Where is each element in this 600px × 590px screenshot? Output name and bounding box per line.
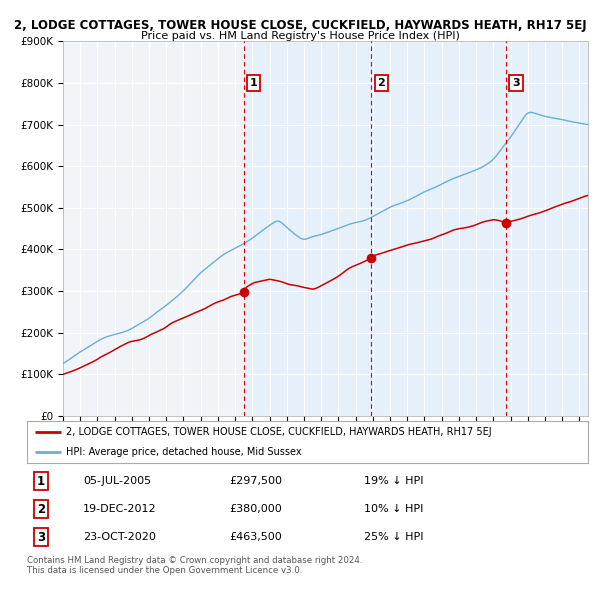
Text: 2, LODGE COTTAGES, TOWER HOUSE CLOSE, CUCKFIELD, HAYWARDS HEATH, RH17 5EJ: 2, LODGE COTTAGES, TOWER HOUSE CLOSE, CU… <box>66 427 492 437</box>
Text: 25% ↓ HPI: 25% ↓ HPI <box>364 532 423 542</box>
Text: Price paid vs. HM Land Registry's House Price Index (HPI): Price paid vs. HM Land Registry's House … <box>140 31 460 41</box>
Bar <box>244 41 588 416</box>
Text: 3: 3 <box>37 530 45 543</box>
Text: 1: 1 <box>250 78 257 88</box>
Text: 1: 1 <box>37 475 45 488</box>
Text: 2: 2 <box>377 78 385 88</box>
Text: £380,000: £380,000 <box>229 504 282 514</box>
Text: £463,500: £463,500 <box>229 532 282 542</box>
Text: 19% ↓ HPI: 19% ↓ HPI <box>364 476 423 486</box>
Text: This data is licensed under the Open Government Licence v3.0.: This data is licensed under the Open Gov… <box>27 566 302 575</box>
Text: 19-DEC-2012: 19-DEC-2012 <box>83 504 157 514</box>
Text: 2: 2 <box>37 503 45 516</box>
Text: 10% ↓ HPI: 10% ↓ HPI <box>364 504 423 514</box>
Text: HPI: Average price, detached house, Mid Sussex: HPI: Average price, detached house, Mid … <box>66 447 302 457</box>
Text: 05-JUL-2005: 05-JUL-2005 <box>83 476 151 486</box>
Text: 2, LODGE COTTAGES, TOWER HOUSE CLOSE, CUCKFIELD, HAYWARDS HEATH, RH17 5EJ: 2, LODGE COTTAGES, TOWER HOUSE CLOSE, CU… <box>14 19 586 32</box>
Text: 23-OCT-2020: 23-OCT-2020 <box>83 532 156 542</box>
Text: Contains HM Land Registry data © Crown copyright and database right 2024.: Contains HM Land Registry data © Crown c… <box>27 556 362 565</box>
Text: £297,500: £297,500 <box>229 476 282 486</box>
Text: 3: 3 <box>512 78 520 88</box>
